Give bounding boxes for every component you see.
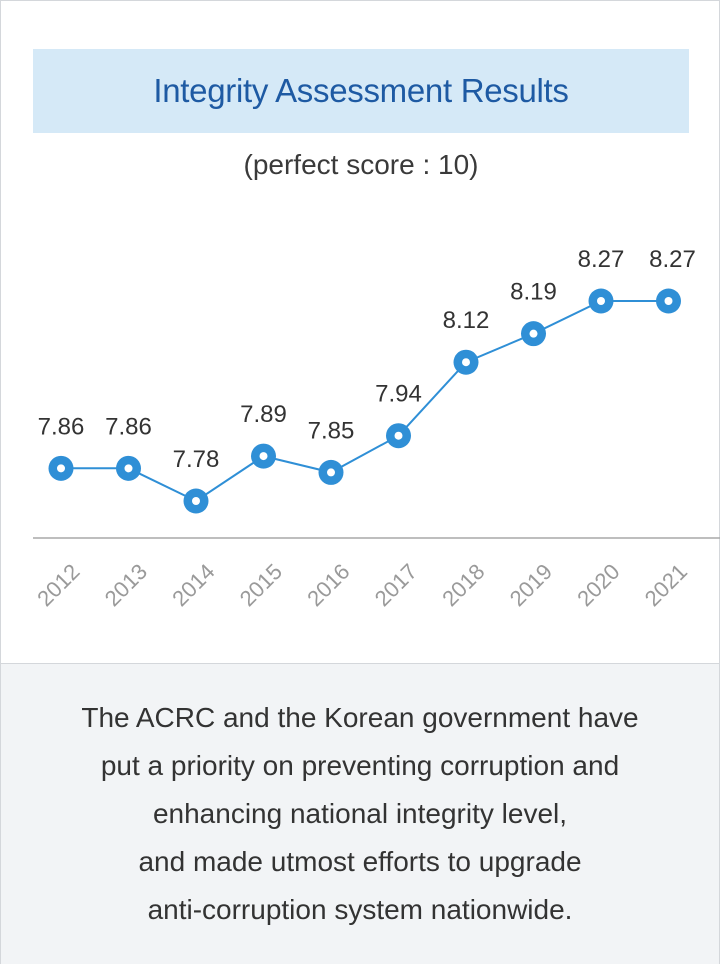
- data-label: 8.27: [578, 246, 625, 273]
- x-tick-label: 2015: [235, 559, 287, 611]
- data-point-marker-center: [597, 297, 605, 305]
- data-point-marker-center: [57, 464, 65, 473]
- series-line: [61, 300, 669, 503]
- x-tick-label: 2012: [32, 559, 84, 611]
- data-label: 7.86: [105, 413, 152, 440]
- chart-title: Integrity Assessment Results: [153, 72, 569, 109]
- description-line: enhancing national integrity level,: [152, 798, 568, 829]
- description-line: The ACRC and the Korean government have: [81, 702, 639, 733]
- x-tick-label: 2019: [505, 559, 557, 611]
- data-point-marker-center: [192, 497, 200, 505]
- data-point-marker-center: [394, 431, 403, 440]
- data-point-marker-center: [259, 452, 268, 461]
- description-line: and made utmost efforts to upgrade: [138, 846, 582, 877]
- data-label: 8.12: [443, 307, 490, 334]
- x-tick-label: 2017: [370, 559, 422, 611]
- title-band: Integrity Assessment Results: [33, 49, 689, 133]
- x-tick-label: 2016: [302, 559, 354, 611]
- description-text: The ACRC and the Korean government have …: [20, 694, 700, 934]
- data-label: 7.85: [308, 417, 355, 444]
- description-panel: The ACRC and the Korean government have …: [1, 663, 719, 964]
- data-point-marker-center: [124, 464, 133, 473]
- data-label: 7.89: [240, 401, 287, 428]
- x-tick-label: 2021: [640, 559, 692, 611]
- x-tick-label: 2018: [437, 559, 489, 611]
- data-label: 8.27: [649, 246, 696, 273]
- data-point-marker-center: [664, 297, 673, 305]
- x-tick-label: 2014: [167, 559, 219, 611]
- data-label: 7.86: [38, 413, 85, 440]
- line-chart: 7.86 7.86 7.78 7.89 7.85 7.94 8.12 8.19 8.27 8.27…: [32, 246, 720, 611]
- description-line: anti-corruption system nationwide.: [147, 894, 573, 925]
- data-label: 7.94: [375, 381, 422, 408]
- chart-subtitle: (perfect score : 10): [243, 149, 479, 180]
- x-tick-label: 2020: [572, 559, 624, 611]
- x-tick-label: 2013: [100, 559, 152, 611]
- data-point-marker-center: [529, 329, 538, 338]
- description-line: put a priority on preventing corruption …: [100, 750, 620, 781]
- data-label: 8.19: [510, 279, 557, 306]
- data-point-marker-center: [462, 358, 470, 367]
- data-label: 7.78: [173, 446, 220, 473]
- data-point-marker-center: [327, 468, 335, 477]
